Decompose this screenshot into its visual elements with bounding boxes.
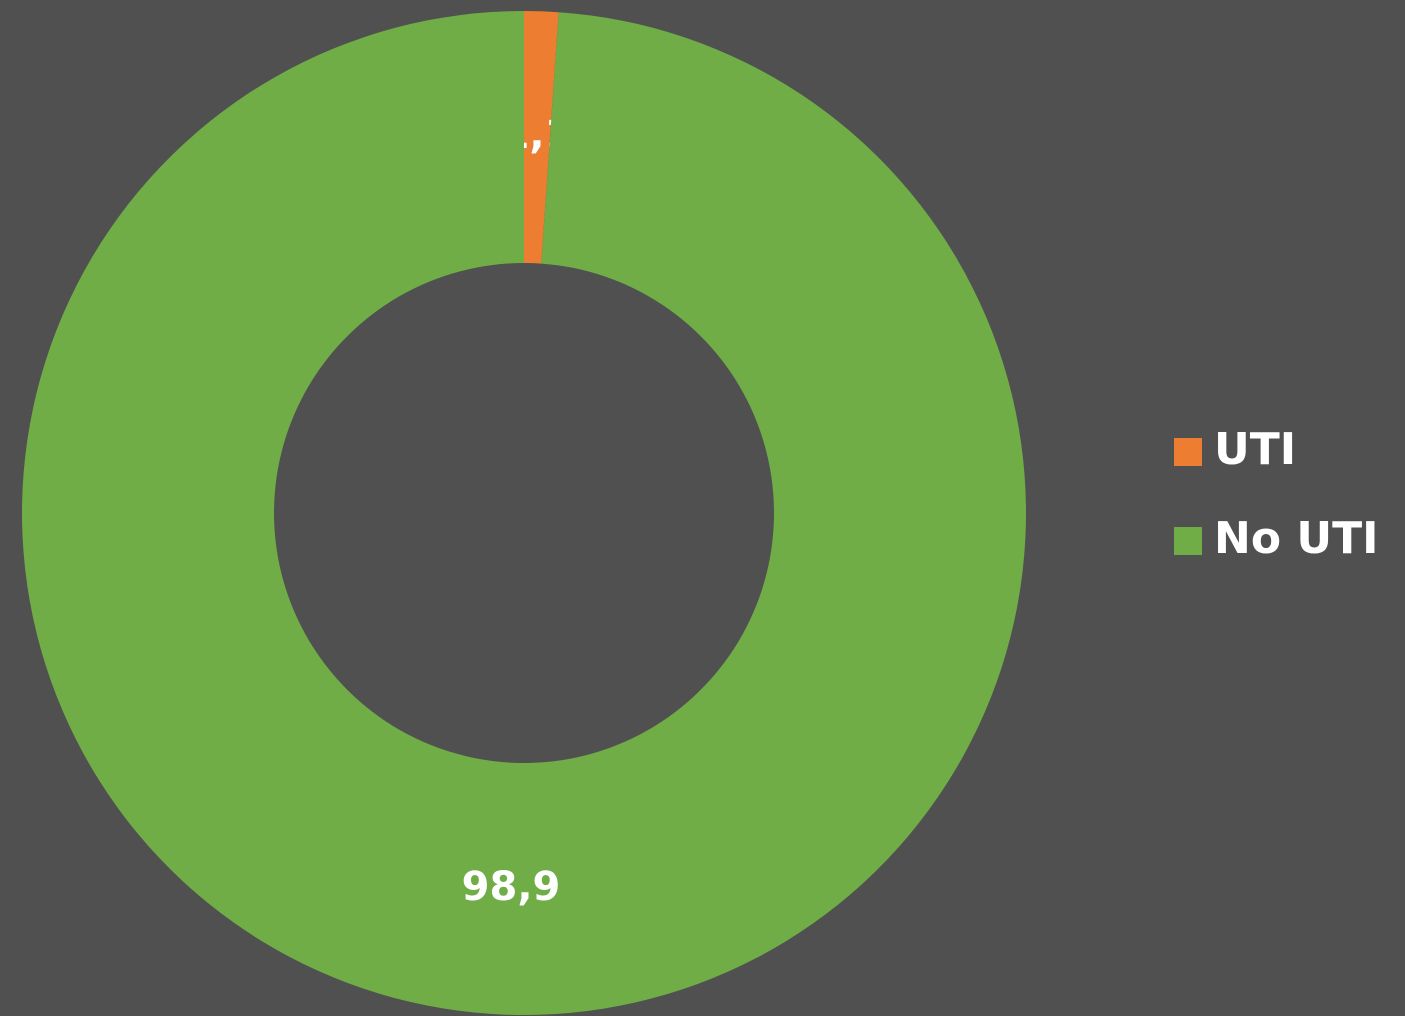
legend-swatch xyxy=(1174,527,1202,555)
value-label: 98,9 xyxy=(462,864,561,910)
donut-slice xyxy=(21,11,1026,1015)
legend-swatch xyxy=(1174,438,1202,466)
legend-label: No UTI xyxy=(1214,513,1378,564)
legend-label: UTI xyxy=(1214,424,1296,475)
donut-slice xyxy=(524,11,559,264)
